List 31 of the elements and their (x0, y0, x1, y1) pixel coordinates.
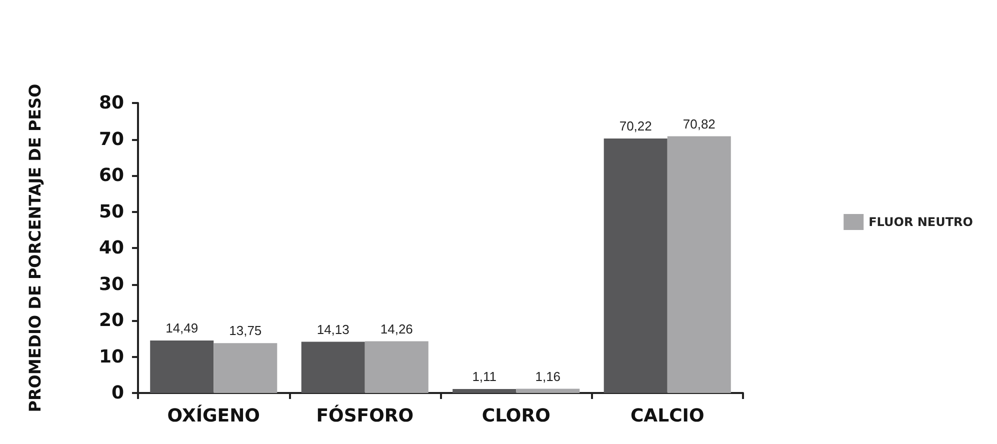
x-tick-label: OXÍGENO (167, 404, 260, 426)
x-tick-label: FÓSFORO (316, 404, 414, 426)
x-tick-label: CALCIO (630, 406, 704, 426)
y-tick-label: 80 (98, 92, 124, 114)
y-tick-label: 40 (98, 238, 124, 258)
x-tick-label: CLORO (482, 406, 550, 426)
bar (667, 136, 731, 393)
bar (516, 388, 580, 393)
y-tick-label: 0 (111, 382, 124, 404)
y-tick-label: 50 (98, 201, 124, 222)
data-label: 1,11 (472, 368, 497, 384)
data-label: 14,26 (380, 321, 413, 336)
bar (364, 341, 428, 393)
bar (452, 388, 516, 393)
bar (301, 342, 365, 393)
y-tick-label: 70 (98, 128, 124, 150)
y-tick-label: 10 (98, 346, 124, 368)
y-axis-title: PROMEDIO DE PORCENTAJE DE PESO (26, 84, 44, 412)
bar (604, 138, 668, 393)
data-label: 70,22 (619, 118, 652, 134)
y-tick-label: 60 (98, 165, 124, 186)
y-tick-label: 30 (98, 274, 124, 295)
data-label: 13,75 (229, 323, 262, 338)
legend-label: FLUOR NEUTRO (868, 215, 973, 229)
data-label: 1,16 (535, 368, 561, 384)
data-label: 14,13 (316, 322, 350, 337)
bar (150, 340, 214, 393)
y-tick-label: 20 (98, 310, 124, 331)
data-label: 14,49 (166, 320, 198, 336)
data-label: 70,82 (682, 116, 716, 132)
bar (214, 343, 278, 393)
